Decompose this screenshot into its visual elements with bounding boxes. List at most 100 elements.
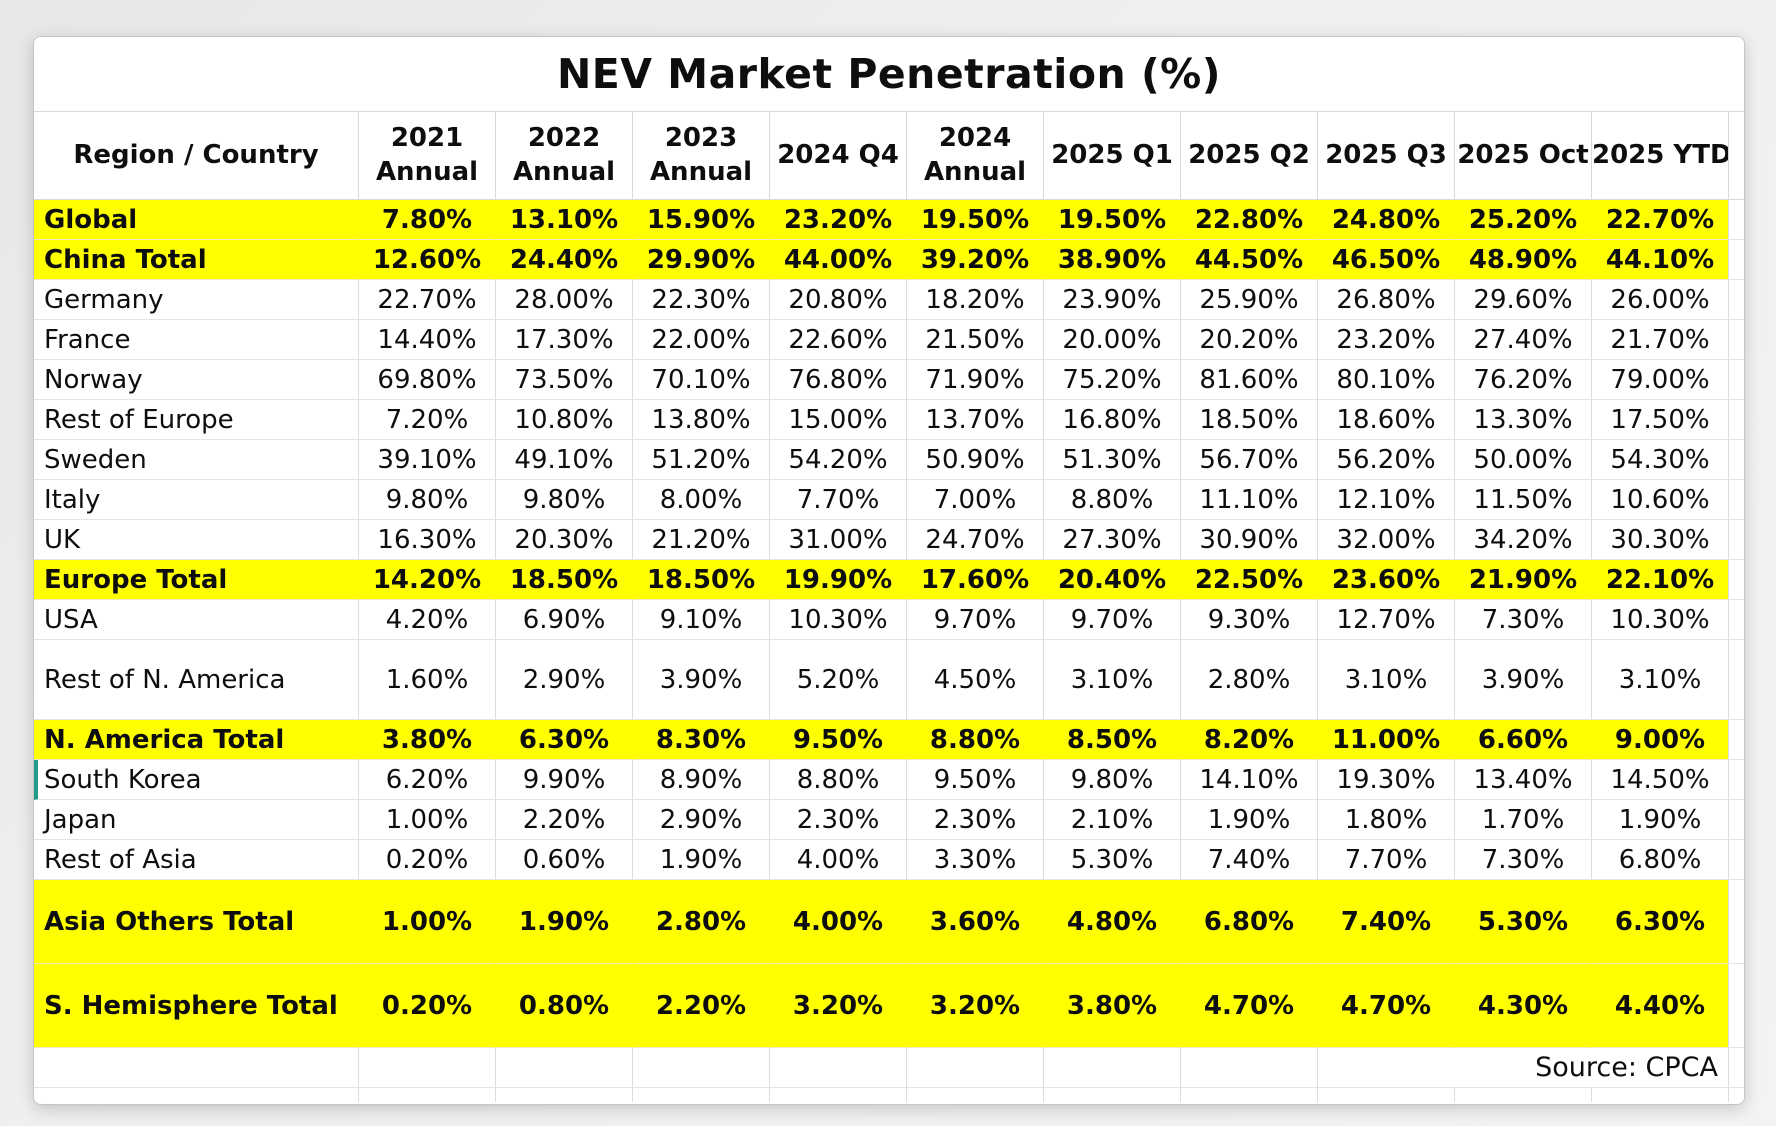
value-cell: 19.90% bbox=[769, 560, 906, 600]
value-cell: 1.90% bbox=[1180, 800, 1317, 840]
value-cell: 51.20% bbox=[632, 440, 769, 480]
value-cell: 9.70% bbox=[1043, 600, 1180, 640]
value-cell: 81.60% bbox=[1180, 360, 1317, 400]
value-cell: 14.20% bbox=[358, 560, 495, 600]
table-row: China Total 12.60% 24.40% 29.90% 44.00% 39.20… bbox=[34, 240, 1744, 280]
value-cell: 26.80% bbox=[1317, 280, 1454, 320]
table-row: Rest of N. America 1.60% 2.90% 3.90% 5.20% 4.… bbox=[34, 640, 1744, 720]
value-cell: 3.90% bbox=[632, 640, 769, 720]
value-cell: 19.30% bbox=[1317, 760, 1454, 800]
value-cell: 9.00% bbox=[1591, 720, 1728, 760]
value-cell: 1.80% bbox=[1317, 800, 1454, 840]
value-cell: 34.20% bbox=[1454, 520, 1591, 560]
value-cell: 24.40% bbox=[495, 240, 632, 280]
value-cell: 7.00% bbox=[906, 480, 1043, 520]
value-cell: 54.30% bbox=[1591, 440, 1728, 480]
header-row: Region / Country 2021 Annual 2022 Annual 2023… bbox=[34, 112, 1744, 200]
value-cell: 17.50% bbox=[1591, 400, 1728, 440]
empty-cell bbox=[34, 1088, 358, 1102]
edge-cell bbox=[1728, 1088, 1744, 1102]
source-note: Source: CPCA bbox=[1317, 1048, 1728, 1088]
value-cell: 10.60% bbox=[1591, 480, 1728, 520]
value-cell: 8.80% bbox=[769, 760, 906, 800]
value-cell: 3.80% bbox=[358, 720, 495, 760]
value-cell: 22.50% bbox=[1180, 560, 1317, 600]
value-cell: 15.90% bbox=[632, 200, 769, 240]
row-label: South Korea bbox=[34, 760, 358, 800]
value-cell: 51.30% bbox=[1043, 440, 1180, 480]
row-label: Italy bbox=[34, 480, 358, 520]
value-cell: 15.00% bbox=[769, 400, 906, 440]
value-cell: 56.70% bbox=[1180, 440, 1317, 480]
value-cell: 2.30% bbox=[906, 800, 1043, 840]
column-header: 2024 Annual bbox=[906, 112, 1043, 200]
value-cell: 44.00% bbox=[769, 240, 906, 280]
table-row: France 14.40% 17.30% 22.00% 22.60% 21.50% 20.0… bbox=[34, 320, 1744, 360]
table-row: S. Hemisphere Total 0.20% 0.80% 2.20% 3.20% 3… bbox=[34, 964, 1744, 1048]
value-cell: 19.50% bbox=[1043, 200, 1180, 240]
value-cell: 22.60% bbox=[769, 320, 906, 360]
empty-cell bbox=[495, 1088, 632, 1102]
value-cell: 1.90% bbox=[495, 880, 632, 964]
column-header: 2025 Q3 bbox=[1317, 112, 1454, 200]
edge-cell bbox=[1728, 720, 1744, 760]
empty-cell bbox=[906, 1048, 1043, 1088]
column-header: 2024 Q4 bbox=[769, 112, 906, 200]
value-cell: 3.10% bbox=[1317, 640, 1454, 720]
value-cell: 21.90% bbox=[1454, 560, 1591, 600]
value-cell: 22.00% bbox=[632, 320, 769, 360]
empty-cell bbox=[906, 1088, 1043, 1102]
table-row: South Korea 6.20% 9.90% 8.90% 8.80% 9.50% 9.80… bbox=[34, 760, 1744, 800]
value-cell: 2.20% bbox=[632, 964, 769, 1048]
value-cell: 56.20% bbox=[1317, 440, 1454, 480]
value-cell: 0.60% bbox=[495, 840, 632, 880]
empty-cell bbox=[1043, 1088, 1180, 1102]
value-cell: 20.20% bbox=[1180, 320, 1317, 360]
empty-cell bbox=[769, 1048, 906, 1088]
row-label: Rest of Europe bbox=[34, 400, 358, 440]
value-cell: 21.70% bbox=[1591, 320, 1728, 360]
value-cell: 9.50% bbox=[769, 720, 906, 760]
empty-cell bbox=[1317, 1088, 1454, 1102]
value-cell: 2.90% bbox=[495, 640, 632, 720]
value-cell: 9.30% bbox=[1180, 600, 1317, 640]
table-row: N. America Total 3.80% 6.30% 8.30% 9.50% 8.80… bbox=[34, 720, 1744, 760]
row-label: S. Hemisphere Total bbox=[34, 964, 358, 1048]
value-cell: 69.80% bbox=[358, 360, 495, 400]
value-cell: 2.10% bbox=[1043, 800, 1180, 840]
value-cell: 8.00% bbox=[632, 480, 769, 520]
value-cell: 1.00% bbox=[358, 880, 495, 964]
row-label: Germany bbox=[34, 280, 358, 320]
value-cell: 13.70% bbox=[906, 400, 1043, 440]
penetration-table: Region / Country 2021 Annual 2022 Annual 2023… bbox=[34, 112, 1744, 1102]
empty-cell bbox=[1180, 1088, 1317, 1102]
empty-cell bbox=[358, 1088, 495, 1102]
edge-cell bbox=[1728, 760, 1744, 800]
page-title: NEV Market Penetration (%) bbox=[34, 37, 1744, 112]
value-cell: 1.70% bbox=[1454, 800, 1591, 840]
value-cell: 3.90% bbox=[1454, 640, 1591, 720]
empty-cell bbox=[632, 1088, 769, 1102]
value-cell: 25.90% bbox=[1180, 280, 1317, 320]
empty-cell bbox=[1591, 1088, 1728, 1102]
value-cell: 79.00% bbox=[1591, 360, 1728, 400]
value-cell: 39.10% bbox=[358, 440, 495, 480]
table-body: Global 7.80% 13.10% 15.90% 23.20% 19.50% 19.50… bbox=[34, 200, 1744, 1102]
value-cell: 17.30% bbox=[495, 320, 632, 360]
value-cell: 11.10% bbox=[1180, 480, 1317, 520]
value-cell: 2.80% bbox=[1180, 640, 1317, 720]
value-cell: 1.90% bbox=[632, 840, 769, 880]
value-cell: 9.10% bbox=[632, 600, 769, 640]
value-cell: 30.90% bbox=[1180, 520, 1317, 560]
value-cell: 1.60% bbox=[358, 640, 495, 720]
empty-cell bbox=[495, 1048, 632, 1088]
value-cell: 46.50% bbox=[1317, 240, 1454, 280]
edge-cell bbox=[1728, 400, 1744, 440]
value-cell: 8.90% bbox=[632, 760, 769, 800]
table-row: Europe Total 14.20% 18.50% 18.50% 19.90% 17.6… bbox=[34, 560, 1744, 600]
value-cell: 20.30% bbox=[495, 520, 632, 560]
value-cell: 50.90% bbox=[906, 440, 1043, 480]
value-cell: 17.60% bbox=[906, 560, 1043, 600]
value-cell: 18.50% bbox=[495, 560, 632, 600]
value-cell: 39.20% bbox=[906, 240, 1043, 280]
